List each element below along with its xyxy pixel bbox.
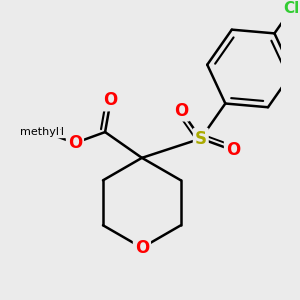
Text: O: O [103, 92, 118, 110]
Text: S: S [195, 130, 207, 148]
Text: methyl: methyl [25, 127, 64, 137]
Text: O: O [135, 239, 149, 257]
Text: O: O [226, 141, 240, 159]
Text: Cl: Cl [284, 1, 300, 16]
Text: O: O [68, 134, 82, 152]
Text: O: O [174, 101, 188, 119]
Text: methyl: methyl [20, 127, 59, 137]
